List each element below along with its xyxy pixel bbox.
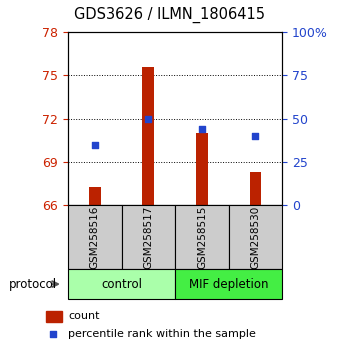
Text: protocol: protocol — [8, 278, 57, 291]
Text: GDS3626 / ILMN_1806415: GDS3626 / ILMN_1806415 — [74, 7, 266, 23]
Text: MIF depletion: MIF depletion — [189, 278, 268, 291]
Point — [253, 133, 258, 139]
Bar — [89, 187, 101, 205]
Bar — [175, 205, 229, 269]
Text: GSM258515: GSM258515 — [197, 205, 207, 269]
Point — [92, 142, 98, 148]
Point — [199, 126, 205, 132]
Text: control: control — [101, 278, 142, 291]
Point — [146, 116, 151, 121]
Text: count: count — [68, 312, 100, 321]
Bar — [175, 269, 282, 299]
Bar — [142, 67, 154, 205]
Bar — [122, 205, 175, 269]
Text: GSM258530: GSM258530 — [251, 206, 260, 269]
Bar — [250, 172, 261, 205]
Text: GSM258516: GSM258516 — [90, 205, 100, 269]
Bar — [68, 205, 122, 269]
Bar — [229, 205, 282, 269]
Point — [51, 331, 56, 337]
Text: percentile rank within the sample: percentile rank within the sample — [68, 329, 256, 339]
Bar — [68, 269, 175, 299]
Bar — [196, 133, 208, 205]
Text: GSM258517: GSM258517 — [143, 205, 153, 269]
Bar — [46, 311, 63, 322]
